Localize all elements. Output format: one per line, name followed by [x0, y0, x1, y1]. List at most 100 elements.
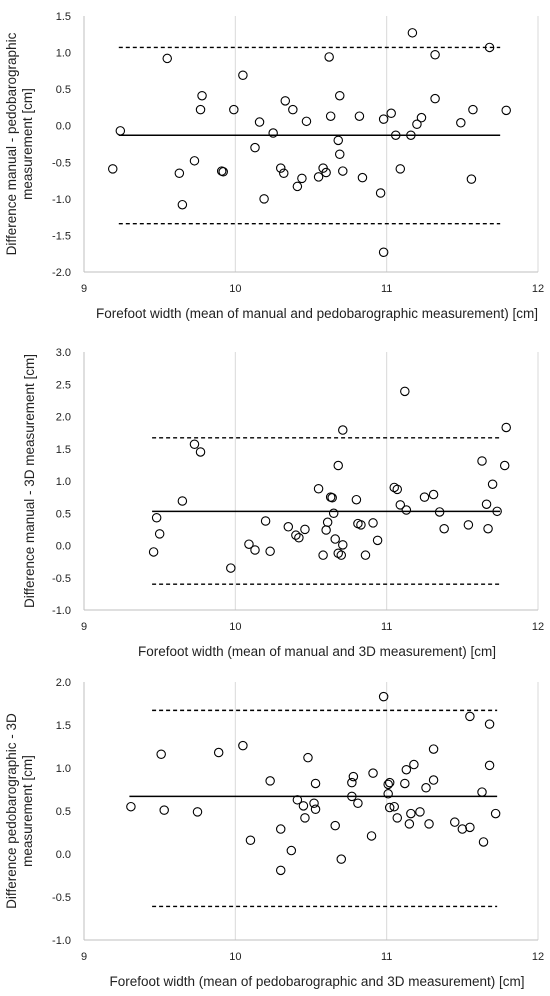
data-point	[375, 188, 386, 198]
y-tick-label: 2.5	[56, 379, 71, 391]
data-point	[368, 768, 378, 778]
data-point	[338, 425, 348, 435]
data-point	[392, 484, 403, 495]
data-point	[501, 105, 511, 116]
data-point	[275, 865, 286, 876]
data-point	[159, 805, 169, 815]
x-tick-label: 12	[532, 951, 544, 963]
data-point	[430, 50, 440, 60]
data-point	[300, 813, 310, 823]
y-axis-title-line: Difference manual - 3D measurement [cm]	[22, 354, 37, 608]
y-tick-label: -1.0	[52, 194, 71, 206]
y-axis-title: Difference manual - 3D measurement [cm]	[22, 354, 37, 608]
y-tick-label: 2.0	[56, 677, 71, 689]
data-point	[310, 778, 321, 789]
data-point	[392, 813, 403, 823]
y-tick-label: 1.0	[56, 476, 71, 488]
data-point	[468, 104, 478, 115]
data-point	[400, 778, 410, 789]
y-tick-label: 3.0	[56, 347, 71, 359]
data-point	[395, 164, 406, 174]
data-point	[148, 547, 159, 557]
data-point	[501, 422, 511, 433]
data-point	[156, 749, 166, 759]
x-tick-label: 11	[381, 283, 392, 295]
data-point	[428, 744, 439, 754]
data-point	[409, 759, 419, 770]
data-point	[244, 539, 254, 549]
data-point	[213, 747, 224, 758]
data-point	[151, 513, 162, 523]
data-point	[400, 386, 410, 397]
y-tick-label: 0.0	[56, 849, 71, 861]
data-point	[330, 534, 340, 544]
y-axis-title: Difference pedobarographic - 3Dmeasureme…	[4, 713, 35, 909]
data-point	[368, 518, 378, 528]
data-point	[279, 168, 289, 179]
data-point	[434, 507, 445, 517]
data-point	[313, 483, 324, 494]
x-tick-label: 10	[229, 951, 241, 963]
data-point	[177, 496, 188, 506]
y-tick-label: -0.5	[52, 573, 71, 585]
chart-2: -1.0 -0.5 0.0 0.5 1.0 1.5 2.0 2.5 3.0 9 10 11 12 Fore…	[22, 347, 544, 659]
data-point	[395, 500, 406, 510]
data-point	[383, 779, 393, 790]
data-point	[383, 789, 393, 799]
data-point	[260, 516, 271, 526]
data-point	[483, 523, 493, 534]
data-point	[477, 456, 487, 466]
data-point	[275, 163, 286, 173]
data-point	[499, 460, 510, 471]
data-point	[372, 535, 383, 546]
data-point	[333, 460, 343, 471]
x-tick-label: 10	[229, 283, 241, 295]
x-tick-label: 9	[81, 621, 87, 633]
data-point	[338, 540, 348, 550]
data-point	[189, 156, 200, 166]
y-tick-label: -2.0	[52, 267, 71, 279]
data-point	[457, 824, 468, 834]
data-point	[484, 719, 495, 729]
data-point	[333, 548, 343, 558]
data-point	[301, 116, 312, 127]
data-point	[195, 447, 206, 457]
data-point	[378, 247, 389, 258]
data-point	[415, 807, 425, 817]
y-tick-label: -1.5	[52, 230, 71, 242]
data-point	[463, 520, 474, 530]
data-point	[294, 533, 304, 543]
data-point	[310, 804, 321, 815]
y-tick-label: -0.5	[52, 892, 71, 904]
data-point	[428, 775, 439, 785]
data-point	[450, 817, 460, 827]
data-point	[407, 28, 418, 38]
chart-3: -1.0 -0.5 0.0 0.5 1.0 1.5 2.0 9 10 11 12 Forefoot w…	[4, 677, 544, 989]
data-point	[288, 104, 298, 115]
data-point	[195, 104, 206, 115]
data-point	[386, 108, 396, 119]
data-point	[265, 776, 275, 786]
data-point	[416, 112, 427, 123]
data-point	[481, 499, 492, 509]
data-point	[378, 691, 389, 702]
y-tick-label: -1.0	[52, 605, 71, 617]
y-tick-label: 1.5	[56, 720, 71, 732]
data-point	[477, 787, 487, 797]
y-axis-title-line: Difference pedobarographic - 3D	[4, 713, 19, 909]
data-point	[174, 168, 185, 179]
x-tick-label: 9	[81, 283, 87, 295]
data-point	[321, 167, 331, 178]
data-point	[318, 550, 328, 560]
data-point	[336, 550, 347, 560]
x-tick-label: 11	[381, 951, 392, 963]
data-point	[292, 795, 303, 805]
data-point	[324, 52, 334, 62]
data-point	[333, 135, 343, 146]
x-tick-label: 12	[532, 283, 544, 295]
data-point	[238, 740, 248, 751]
y-tick-label: 0.5	[56, 508, 71, 520]
data-point	[338, 166, 348, 176]
data-point	[177, 199, 188, 210]
data-point	[298, 801, 309, 811]
